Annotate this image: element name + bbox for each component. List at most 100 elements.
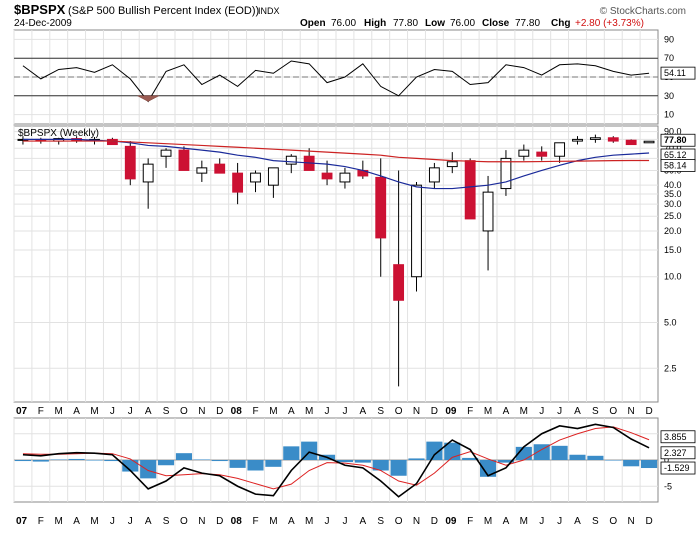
indicator-value-box (660, 66, 696, 80)
macd-month-label: M (269, 516, 277, 527)
candle-up (196, 167, 208, 174)
candle-up (142, 163, 154, 183)
indicator-tick-label: 30 (664, 91, 674, 101)
macd-value-box (660, 461, 696, 475)
candle-up (572, 138, 583, 142)
macd-histogram-bar (158, 460, 175, 466)
candle-up (589, 137, 601, 140)
price-month-label: F (252, 406, 258, 417)
macd-histogram-bar (533, 444, 550, 460)
macd-month-label: M (520, 516, 528, 527)
price-layer (17, 134, 655, 387)
macd-month-label: A (73, 516, 80, 527)
candle-down (178, 149, 190, 171)
candle-up (643, 140, 655, 144)
macd-month-label: N (413, 516, 420, 527)
macd-month-label: M (55, 516, 63, 527)
macd-month-label: A (503, 516, 510, 527)
price-tick-label: 90.0 (664, 127, 682, 137)
price-month-label: M (305, 406, 313, 417)
chg-label: Chg (551, 18, 570, 29)
macd-histogram-bar (336, 460, 353, 463)
macd-histogram-bar (372, 460, 389, 471)
price-tick-label: 15.0 (664, 245, 682, 255)
macd-histogram-bar (569, 454, 586, 460)
candle-up (339, 172, 351, 183)
candle-down (464, 160, 476, 220)
price-tick-label: 2.5 (664, 363, 677, 373)
price-month-label: J (557, 406, 562, 417)
macd-histogram-bar (265, 460, 282, 467)
chart-date: 24-Dec-2009 (14, 18, 72, 29)
macd-month-label: D (645, 516, 652, 527)
price-month-label: S (377, 406, 384, 417)
macd-month-label: 07 (16, 516, 28, 527)
macd-histogram-bar (623, 460, 640, 467)
macd-histogram-bar (641, 460, 658, 469)
macd-histogram-bar (480, 460, 497, 477)
candle-down (375, 176, 387, 239)
macd-value-label: -1.529 (664, 463, 690, 473)
macd-histogram-bar (68, 458, 85, 460)
macd-month-label: S (377, 516, 384, 527)
price-month-label: A (359, 406, 366, 417)
candle-up (411, 184, 422, 278)
candle-down (607, 137, 619, 142)
price-month-label: J (342, 406, 347, 417)
macd-histogram-bar (426, 441, 443, 460)
macd-histogram-bar (408, 458, 425, 460)
macd-month-label: A (359, 516, 366, 527)
price-month-label: F (467, 406, 473, 417)
indicator-tick-label: 90 (664, 34, 674, 44)
price-month-label: D (645, 406, 652, 417)
indicator-layer (22, 60, 650, 103)
macd-value-label: 3.855 (664, 432, 687, 442)
price-month-label: O (180, 406, 188, 417)
macd-histogram-bar (193, 459, 210, 460)
price-month-label: A (73, 406, 80, 417)
macd-month-label: N (628, 516, 635, 527)
candle-down (232, 172, 244, 193)
candle-up (554, 142, 566, 157)
indicator-value-label: 54.11 (664, 68, 686, 78)
candle-up (482, 191, 494, 232)
macd-month-label: M (484, 516, 492, 527)
price-value-box (660, 159, 696, 172)
candle-up (446, 161, 458, 168)
price-month-label: 07 (16, 406, 28, 417)
candle-up (160, 149, 172, 157)
price-month-label: M (520, 406, 528, 417)
price-month-label: S (163, 406, 170, 417)
macd-histogram-bar (587, 455, 604, 460)
symbol-title: $BPSPX (14, 2, 66, 17)
macd-month-label: A (288, 516, 295, 527)
price-tick-label: 20.0 (664, 226, 682, 236)
candle-up (285, 155, 297, 165)
high-value: 77.80 (393, 18, 418, 29)
macd-month-label: D (431, 516, 438, 527)
macd-histogram-bar (14, 460, 31, 462)
candle-up (267, 167, 279, 186)
macd-month-label: M (305, 516, 313, 527)
macd-month-label: A (145, 516, 152, 527)
macd-histogram-bar (122, 460, 139, 472)
candle-down (393, 264, 405, 301)
macd-histogram-bar (140, 460, 157, 479)
macd-histogram-bar (229, 460, 246, 468)
price-month-label: J (110, 406, 115, 417)
macd-histogram-bar (551, 445, 568, 460)
macd-month-label: J (128, 516, 133, 527)
macd-month-label: S (592, 516, 599, 527)
candle-down (214, 163, 226, 174)
macd-month-label: D (216, 516, 223, 527)
macd-month-label: F (252, 516, 258, 527)
price-value-box (660, 133, 696, 147)
macd-month-label: M (90, 516, 98, 527)
macd-histogram-bar (247, 460, 264, 471)
price-month-label: D (216, 406, 223, 417)
price-month-label: S (592, 406, 599, 417)
grid-lines (13, 30, 658, 502)
price-month-label: N (413, 406, 420, 417)
signal-line (22, 426, 650, 490)
